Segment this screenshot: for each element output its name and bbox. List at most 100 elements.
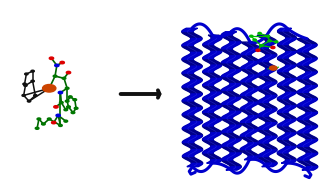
Circle shape — [250, 35, 253, 37]
Polygon shape — [297, 72, 317, 79]
Circle shape — [270, 66, 277, 70]
Circle shape — [58, 91, 62, 94]
Polygon shape — [277, 92, 296, 99]
Polygon shape — [182, 80, 202, 87]
Polygon shape — [203, 106, 222, 112]
Polygon shape — [203, 92, 222, 99]
Polygon shape — [240, 129, 259, 136]
Polygon shape — [257, 116, 277, 123]
Polygon shape — [221, 35, 241, 42]
Polygon shape — [221, 70, 241, 77]
Polygon shape — [203, 99, 222, 106]
Circle shape — [56, 114, 60, 117]
Polygon shape — [277, 119, 296, 126]
Polygon shape — [221, 118, 241, 125]
Polygon shape — [277, 146, 296, 153]
Polygon shape — [182, 94, 203, 101]
Polygon shape — [203, 52, 222, 58]
Polygon shape — [241, 48, 259, 55]
Polygon shape — [257, 150, 277, 157]
Circle shape — [60, 61, 64, 64]
Polygon shape — [297, 86, 317, 92]
Polygon shape — [203, 140, 221, 146]
Circle shape — [24, 84, 27, 86]
Polygon shape — [257, 89, 277, 96]
Polygon shape — [278, 28, 291, 31]
Polygon shape — [262, 163, 277, 167]
Circle shape — [35, 127, 39, 129]
Circle shape — [27, 100, 31, 102]
Polygon shape — [297, 112, 317, 120]
Polygon shape — [241, 68, 259, 75]
Polygon shape — [297, 92, 317, 99]
Polygon shape — [297, 45, 317, 52]
Polygon shape — [297, 79, 317, 86]
Polygon shape — [221, 63, 241, 70]
Polygon shape — [241, 42, 259, 48]
Polygon shape — [221, 160, 241, 167]
Polygon shape — [182, 32, 202, 39]
Polygon shape — [203, 146, 221, 153]
Polygon shape — [297, 58, 317, 65]
Polygon shape — [277, 65, 296, 72]
Polygon shape — [182, 149, 203, 156]
Polygon shape — [221, 49, 241, 56]
Polygon shape — [221, 139, 241, 146]
Polygon shape — [182, 45, 202, 52]
Circle shape — [256, 49, 260, 51]
Polygon shape — [221, 153, 241, 160]
Polygon shape — [277, 140, 296, 146]
Polygon shape — [240, 82, 259, 89]
Polygon shape — [257, 102, 277, 109]
Polygon shape — [277, 86, 296, 92]
Circle shape — [64, 109, 68, 111]
Polygon shape — [277, 79, 296, 85]
Polygon shape — [278, 58, 296, 65]
Polygon shape — [221, 42, 241, 49]
Polygon shape — [257, 136, 277, 143]
Polygon shape — [240, 149, 259, 156]
Polygon shape — [297, 106, 317, 112]
Circle shape — [74, 107, 78, 109]
Circle shape — [258, 32, 261, 34]
Polygon shape — [277, 72, 296, 78]
Polygon shape — [203, 126, 222, 133]
Polygon shape — [182, 52, 202, 59]
Polygon shape — [297, 120, 317, 126]
Polygon shape — [297, 153, 318, 160]
Polygon shape — [182, 73, 202, 80]
Polygon shape — [182, 101, 203, 108]
Circle shape — [271, 46, 275, 49]
Polygon shape — [297, 99, 317, 106]
Polygon shape — [203, 38, 222, 45]
Polygon shape — [182, 66, 202, 73]
Polygon shape — [203, 119, 222, 126]
Polygon shape — [203, 85, 222, 92]
Polygon shape — [182, 129, 203, 136]
Polygon shape — [221, 125, 241, 132]
Polygon shape — [221, 90, 241, 97]
Polygon shape — [257, 96, 277, 102]
Circle shape — [54, 106, 58, 108]
Polygon shape — [297, 65, 317, 72]
Circle shape — [66, 71, 71, 74]
Polygon shape — [221, 111, 241, 118]
Polygon shape — [281, 160, 296, 163]
Polygon shape — [203, 133, 222, 140]
Polygon shape — [240, 109, 259, 116]
Circle shape — [59, 102, 63, 104]
Polygon shape — [297, 146, 318, 153]
Polygon shape — [278, 52, 296, 58]
Circle shape — [37, 118, 41, 120]
Circle shape — [65, 87, 69, 89]
Polygon shape — [203, 72, 222, 78]
Polygon shape — [203, 65, 222, 72]
Polygon shape — [207, 160, 221, 163]
Circle shape — [55, 64, 59, 67]
Polygon shape — [221, 77, 241, 83]
Polygon shape — [226, 167, 241, 170]
Circle shape — [31, 80, 34, 82]
Polygon shape — [203, 58, 222, 65]
Polygon shape — [182, 39, 202, 45]
Polygon shape — [257, 55, 277, 62]
